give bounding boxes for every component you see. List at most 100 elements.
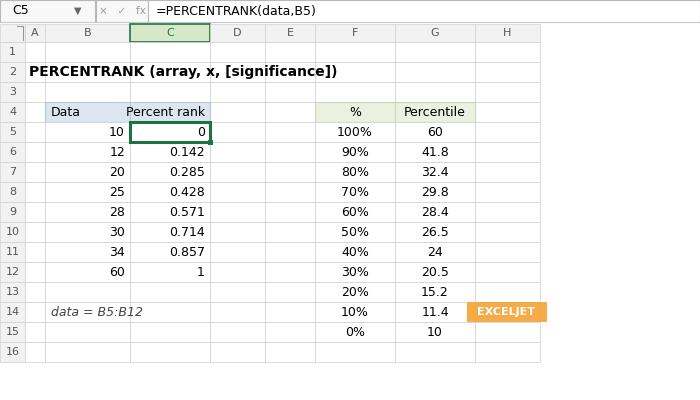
Bar <box>395 262 475 282</box>
Bar <box>45 342 130 362</box>
Text: 20.5: 20.5 <box>421 266 449 278</box>
Bar <box>45 42 130 62</box>
Text: Percentile: Percentile <box>404 106 466 118</box>
Bar <box>475 62 540 82</box>
Text: data = B5:B12: data = B5:B12 <box>51 306 143 318</box>
Bar <box>25 102 45 122</box>
Bar <box>315 42 395 62</box>
Bar <box>315 102 395 122</box>
Text: 12: 12 <box>6 267 20 277</box>
Bar <box>395 102 475 122</box>
Bar <box>315 242 395 262</box>
Text: 5: 5 <box>9 127 16 137</box>
Text: 2: 2 <box>9 67 16 77</box>
Bar <box>0 322 25 342</box>
Bar <box>45 162 130 182</box>
Bar <box>0 0 95 22</box>
Bar <box>210 282 265 302</box>
Bar <box>265 102 315 122</box>
Bar <box>395 222 475 242</box>
Bar <box>210 182 265 202</box>
Bar <box>130 162 210 182</box>
Text: 100%: 100% <box>337 126 373 138</box>
Bar <box>25 222 45 242</box>
Bar <box>0 82 25 102</box>
Bar <box>45 24 130 42</box>
Bar <box>25 262 45 282</box>
Bar <box>395 202 475 222</box>
Text: 9: 9 <box>9 207 16 217</box>
Bar <box>25 182 45 202</box>
Bar <box>130 322 210 342</box>
Bar <box>395 142 475 162</box>
Text: F: F <box>352 28 358 38</box>
Text: 0.428: 0.428 <box>169 186 205 198</box>
Bar <box>45 142 130 162</box>
Bar <box>395 182 475 202</box>
Bar <box>395 182 475 202</box>
Bar <box>45 62 130 82</box>
Text: 1: 1 <box>9 47 16 57</box>
Bar <box>130 122 210 142</box>
Bar <box>25 42 45 62</box>
Bar <box>395 302 475 322</box>
Bar <box>395 122 475 142</box>
Text: 0%: 0% <box>345 326 365 338</box>
Text: 30%: 30% <box>341 266 369 278</box>
Bar <box>45 122 130 142</box>
Bar <box>45 162 130 182</box>
Bar <box>475 202 540 222</box>
Bar <box>315 302 395 322</box>
Bar <box>395 302 475 322</box>
Bar <box>130 24 210 42</box>
Bar <box>395 242 475 262</box>
Bar <box>0 282 25 302</box>
Bar <box>395 162 475 182</box>
Bar <box>475 82 540 102</box>
Bar <box>315 162 395 182</box>
Text: 0.142: 0.142 <box>169 146 205 158</box>
Bar <box>265 62 315 82</box>
Text: 14: 14 <box>6 307 20 317</box>
Text: 6: 6 <box>9 147 16 157</box>
Text: %: % <box>349 106 361 118</box>
Text: C5: C5 <box>12 4 29 18</box>
Bar <box>210 62 265 82</box>
Bar <box>210 122 265 142</box>
Bar <box>25 24 45 42</box>
Bar <box>315 24 395 42</box>
FancyBboxPatch shape <box>467 302 547 322</box>
Bar <box>395 202 475 222</box>
Bar <box>45 202 130 222</box>
Bar <box>315 342 395 362</box>
Bar <box>315 182 395 202</box>
Bar <box>315 222 395 242</box>
Text: 90%: 90% <box>341 146 369 158</box>
Bar <box>130 342 210 362</box>
Bar <box>0 102 25 122</box>
Bar <box>0 162 25 182</box>
Bar <box>0 122 25 142</box>
Bar <box>130 222 210 242</box>
Text: 0.571: 0.571 <box>169 206 205 218</box>
Bar <box>395 42 475 62</box>
Text: 28: 28 <box>109 206 125 218</box>
Bar <box>395 24 475 42</box>
Text: 30: 30 <box>109 226 125 238</box>
Text: 20: 20 <box>109 166 125 178</box>
Text: 3: 3 <box>9 87 16 97</box>
Bar <box>0 262 25 282</box>
Bar <box>95 0 96 22</box>
Bar <box>210 102 265 122</box>
Bar <box>315 122 395 142</box>
Bar <box>475 24 540 42</box>
Bar <box>210 42 265 62</box>
Text: 11: 11 <box>6 247 20 257</box>
Bar <box>130 242 210 262</box>
Bar <box>265 162 315 182</box>
Bar <box>475 182 540 202</box>
Bar <box>45 182 130 202</box>
Text: 10: 10 <box>6 227 20 237</box>
Text: 15: 15 <box>6 327 20 337</box>
Bar <box>25 322 45 342</box>
